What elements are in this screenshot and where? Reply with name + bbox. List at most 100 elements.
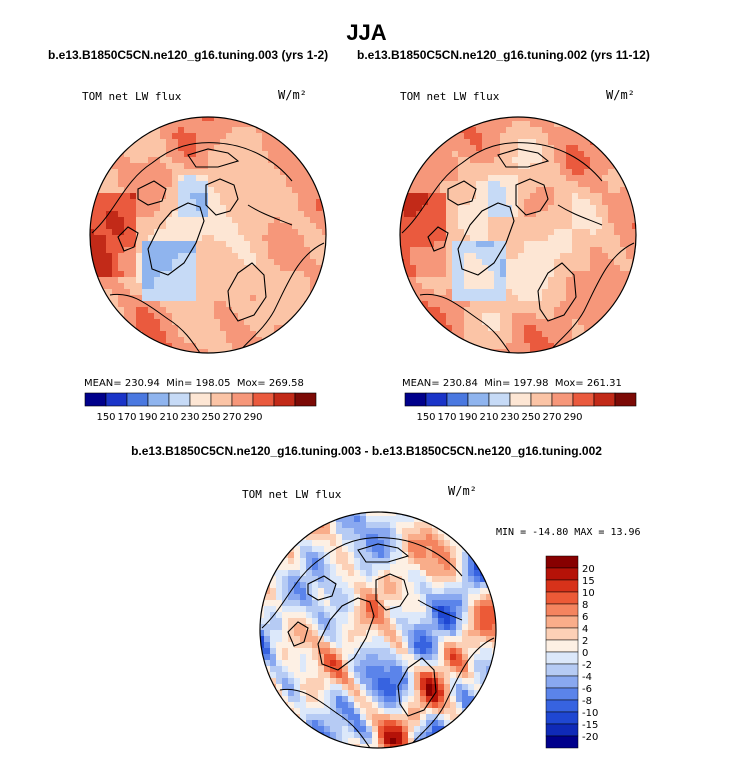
diff-stats: MIN = -14.80 MAX = 13.96 [496,527,641,538]
colorbar-swatch [273,392,296,407]
coastline [205,178,239,216]
colorbar-swatch [84,392,107,407]
colorbar-tick-label: 230 [180,412,199,423]
coastline [527,142,603,182]
map-field [400,117,636,353]
colorbar-tick-label: 250 [201,412,220,423]
coastline [147,202,205,276]
panel2-max-value: 261.31 [586,378,622,389]
panel2-case-title: b.e13.B1850C5CN.ne120_g16.tuning.002 (yr… [357,48,650,62]
colorbar-tick-label: 190 [138,412,157,423]
colorbar-tick-label: 190 [458,412,477,423]
colorbar-tick-label: 170 [117,412,136,423]
colorbar-swatch [404,392,427,407]
colorbar-tick-label: -2 [582,660,592,671]
panel2-units: W/m² [606,88,635,102]
colorbar-tick-label: 15 [582,576,595,587]
colorbar-swatch [593,392,616,407]
colorbar-swatch [105,392,128,407]
colorbar-tick-label: -20 [582,732,598,743]
panel1-mean-label: MEAN= [84,378,122,389]
coastline [187,148,240,168]
coastline [109,293,201,353]
colorbar-swatch [572,392,595,407]
coastline [279,688,371,748]
coastline [537,262,577,322]
colorbar-swatch [147,392,170,407]
colorbar-tick-label: 210 [479,412,498,423]
coastline [417,599,463,621]
colorbar-swatch [446,392,469,407]
panel1-max-label: Mox= [236,378,266,389]
colorbar-swatch [189,392,212,407]
panel1-mean-value: 230.94 [124,378,160,389]
panel2-colorbar: 150 170 190 210 230 250 270 290 [404,392,637,423]
coastline [427,226,449,252]
colorbar-swatch [467,392,490,407]
colorbar-swatch [545,615,579,629]
colorbar-tick-label: 230 [500,412,519,423]
coastline [457,202,515,276]
diff-map [259,511,497,749]
coastline [547,242,635,353]
panel2-max-label: Mox= [554,378,584,389]
colorbar-swatch [509,392,532,407]
colorbar-tick-label: 170 [437,412,456,423]
coastline [317,597,375,671]
diff-variable-label: TOM net LW flux [242,488,342,501]
colorbar-swatch [530,392,553,407]
coastline [247,204,293,226]
coastline [407,637,495,748]
colorbar-swatch [210,392,233,407]
panel2-min-label: Min= [484,378,511,389]
coastline [447,180,477,206]
map-field [260,512,496,748]
colorbar-swatch [545,675,579,689]
colorbar-tick-label: 0 [582,648,588,659]
colorbar-swatch [545,735,579,749]
diff-min-label: MIN = [496,527,527,538]
colorbar-swatch [545,555,579,569]
colorbar-swatch [294,392,317,407]
panel2-mean-value: 230.84 [442,378,478,389]
main-title: JJA [346,20,387,45]
panel2-map [399,116,637,354]
coastline [237,242,325,353]
colorbar-tick-label: 250 [521,412,540,423]
colorbar-tick-label: 10 [582,588,595,599]
colorbar-swatch [545,651,579,665]
panel1-stats: MEAN= 230.94 Min= 198.05 Mox= 269.58 [84,378,304,389]
colorbar-swatch [545,687,579,701]
panel1-min-label: Min= [166,378,193,389]
coastline [557,204,603,226]
colorbar-swatch [488,392,511,407]
coastline [261,537,389,629]
diff-units: W/m² [448,484,477,498]
colorbar-swatch [545,711,579,725]
colorbar-swatch [231,392,254,407]
coastline [387,537,463,577]
coastline [137,180,167,206]
diff-max-value: 13.96 [610,527,641,538]
colorbar-tick-label: 210 [159,412,178,423]
colorbar-tick-label: 4 [582,624,588,635]
coastline [375,573,409,611]
colorbar-tick-label: 8 [582,600,588,611]
coastline [217,142,293,182]
coastline [401,142,529,234]
map-boundary [89,116,327,354]
coastline [357,543,410,563]
colorbar-swatch [545,591,579,605]
colorbar-swatch [545,567,579,581]
colorbar-tick-label: 150 [416,412,435,423]
colorbar-swatch [126,392,149,407]
panel1-map [89,116,327,354]
coastline [419,293,511,353]
panel1-units: W/m² [278,88,307,102]
coastline [117,226,139,252]
colorbar-tick-label: 290 [563,412,582,423]
coastline [227,262,267,322]
diff-min-value: -14.80 [532,527,569,538]
colorbar-tick-label: 150 [96,412,115,423]
